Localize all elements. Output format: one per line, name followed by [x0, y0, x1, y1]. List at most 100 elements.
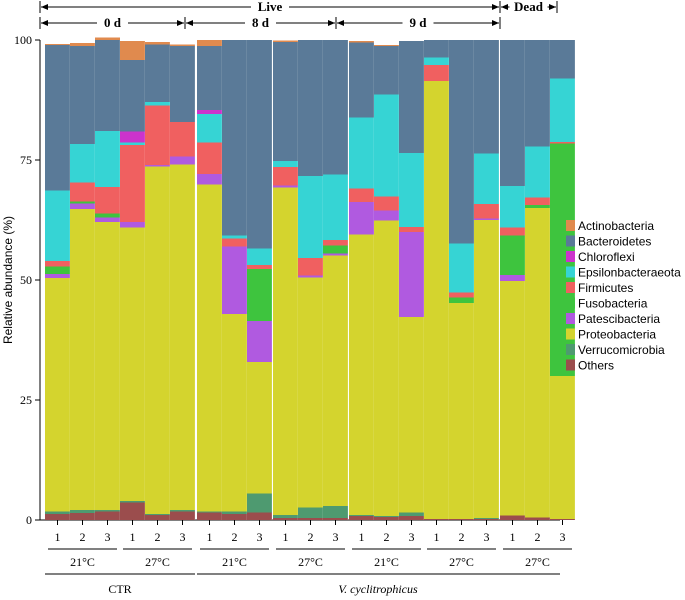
- bar-segment-epsilonbacteraeota: [323, 174, 348, 241]
- bar-1: [45, 40, 71, 520]
- x-tick-label: 3: [180, 530, 186, 544]
- bar-segment-firmicutes: [247, 265, 272, 269]
- x-tick-label: 3: [333, 530, 339, 544]
- live-bracket-label: Live: [258, 0, 283, 14]
- x-tick-label: 2: [308, 530, 314, 544]
- bar-segment-patescibacteria: [95, 217, 120, 222]
- legend-swatch: [566, 235, 575, 247]
- bar-segment-bacteroidetes: [349, 42, 374, 118]
- bar-segment-epsilonbacteraeota: [222, 235, 247, 239]
- x-tick-label: 3: [484, 530, 490, 544]
- bar-21: [550, 40, 576, 520]
- arrow-head: [501, 4, 508, 10]
- bar-2: [70, 40, 96, 520]
- bar-segment-epsilonbacteraeota: [247, 248, 272, 266]
- live-bracket: Live: [39, 0, 501, 14]
- bar-segment-chloroflexi: [197, 110, 222, 114]
- bar-segment-others: [170, 511, 195, 520]
- bar-segment-bacteroidetes: [70, 45, 95, 145]
- legend-swatch: [566, 313, 575, 324]
- bar-segment-epsilonbacteraeota: [525, 146, 550, 198]
- bar-segment-bacteroidetes: [95, 40, 120, 132]
- bar-17: [449, 40, 475, 520]
- bar-segment-firmicutes: [45, 260, 70, 267]
- bar-segment-epsilonbacteraeota: [374, 94, 399, 197]
- day9-bracket-label: 9 d: [410, 15, 428, 30]
- bar-segment-proteobacteria: [70, 208, 95, 510]
- legend-label: Firmicutes: [578, 281, 633, 295]
- y-tick-label: 75: [20, 153, 32, 167]
- bar-segment-actinobacteria: [70, 42, 95, 46]
- bar-segment-bacteroidetes: [500, 40, 525, 186]
- x-tick-label: 3: [409, 530, 415, 544]
- bar-segment-actinobacteria: [95, 37, 120, 40]
- legend-item-actinobacteria: Actinobacteria: [566, 219, 654, 233]
- ctr-label: CTR: [108, 582, 131, 596]
- bar-segment-actinobacteria: [120, 40, 145, 61]
- temp-label: 27°C: [298, 555, 323, 569]
- legend-swatch: [566, 266, 575, 278]
- bar-segment-others: [197, 512, 222, 520]
- bar-segment-others: [298, 518, 323, 520]
- bar-segment-patescibacteria: [222, 246, 247, 315]
- bar-segment-others: [500, 515, 525, 520]
- bar-segment-verrucomicrobia: [120, 500, 145, 503]
- arrow-head: [337, 20, 344, 26]
- bar-segment-firmicutes: [500, 227, 525, 236]
- legend-item-epsilonbacteraeota: Epsilonbacteraeota: [566, 266, 681, 280]
- bar-segment-patescibacteria: [247, 320, 272, 363]
- y-tick-label: 0: [26, 513, 32, 527]
- x-tick-label: 1: [55, 530, 61, 544]
- bar-segment-epsilonbacteraeota: [120, 142, 145, 146]
- bar-segment-firmicutes: [95, 186, 120, 214]
- bar-segment-others: [474, 519, 499, 520]
- temp-label: 21°C: [70, 555, 95, 569]
- bar-segment-others: [550, 519, 575, 520]
- bar-segment-others: [145, 515, 170, 520]
- x-tick-label: 1: [510, 530, 516, 544]
- bar-segment-epsilonbacteraeota: [474, 153, 499, 205]
- bar-segment-verrucomicrobia: [222, 511, 247, 515]
- bar-11: [298, 40, 324, 520]
- bar-segment-actinobacteria: [45, 43, 70, 45]
- bar-segment-patescibacteria: [120, 221, 145, 228]
- vc-label: V. cyclitrophicus: [338, 582, 418, 596]
- bar-segment-firmicutes: [273, 167, 298, 186]
- bar-20: [525, 40, 551, 520]
- x-axis: 1 2 3 1 2 3 1 2 3 1 2 3 1 2 3 1 2 3 1 2 3 21°C 27°C 21°C 27°C 21°…: [45, 520, 572, 596]
- bar-segment-bacteroidetes: [550, 40, 575, 79]
- legend-swatch: [566, 344, 575, 355]
- legend-label: Actinobacteria: [578, 219, 654, 233]
- bar-segment-patescibacteria: [323, 253, 348, 256]
- bar-segment-epsilonbacteraeota: [145, 101, 170, 106]
- y-tick-label: 100: [14, 33, 32, 47]
- y-tick-label: 50: [20, 273, 32, 287]
- bar-segment-patescibacteria: [500, 275, 525, 281]
- bar-segment-epsilonbacteraeota: [449, 243, 474, 293]
- bar-segment-others: [424, 519, 449, 520]
- legend-item-others: Others: [566, 359, 614, 373]
- bar-segment-fusobacteria: [247, 268, 272, 321]
- temp-label: 21°C: [374, 555, 399, 569]
- bar-segment-epsilonbacteraeota: [45, 190, 70, 261]
- bar-segment-proteobacteria: [222, 314, 247, 512]
- bar-segment-others: [273, 518, 298, 520]
- header-brackets: Live Dead 0 d 8 d 9 d: [39, 0, 558, 30]
- bar-segment-others: [120, 502, 145, 520]
- bar-segment-patescibacteria: [70, 203, 95, 209]
- x-tick-label: 2: [535, 530, 541, 544]
- bar-segment-fusobacteria: [500, 235, 525, 276]
- y-axis-title: Relative abundance (%): [1, 216, 15, 344]
- bar-segment-actinobacteria: [170, 44, 195, 47]
- bar-segment-bacteroidetes: [525, 40, 550, 147]
- legend-item-fusobacteria: Fusobacteria: [566, 297, 648, 311]
- legend-item-verrucomicrobia: Verrucomicrobia: [566, 343, 665, 357]
- legend-item-bacteroidetes: Bacteroidetes: [566, 235, 651, 249]
- bar-segment-others: [95, 511, 120, 520]
- bar-segment-patescibacteria: [399, 232, 424, 317]
- bar-segment-proteobacteria: [349, 234, 374, 516]
- bar-segment-firmicutes: [323, 240, 348, 246]
- bar-segment-epsilonbacteraeota: [399, 152, 424, 228]
- bar-segment-firmicutes: [120, 145, 145, 222]
